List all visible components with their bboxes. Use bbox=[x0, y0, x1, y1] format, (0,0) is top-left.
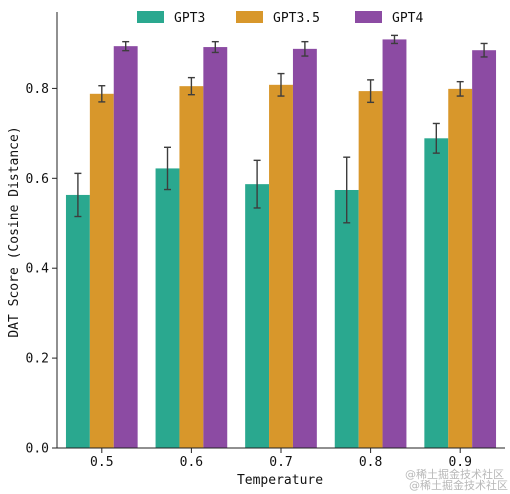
legend-label-gpt3: GPT3 bbox=[174, 11, 205, 26]
bar-gpt3-0.5 bbox=[65, 194, 90, 448]
legend-swatch-gpt3.5 bbox=[236, 11, 263, 23]
bar-gpt4-0.9 bbox=[472, 50, 497, 449]
y-tick-label: 0.0 bbox=[26, 442, 49, 457]
bar-gpt3.5-0.7 bbox=[269, 84, 293, 448]
y-tick-label: 0.8 bbox=[26, 82, 49, 97]
bar-gpt3-0.8 bbox=[334, 189, 359, 448]
bar-gpt4-0.7 bbox=[292, 48, 317, 449]
legend-label-gpt3.5: GPT3.5 bbox=[273, 11, 320, 26]
x-axis: 0.5 0.6 0.7 0.8 0.9 bbox=[57, 447, 505, 470]
bar-gpt4-0.5 bbox=[113, 46, 138, 448]
y-tick-label: 0.2 bbox=[26, 352, 49, 367]
y-tick-label: 0.6 bbox=[26, 172, 49, 187]
bar-gpt4-0.8 bbox=[382, 39, 407, 449]
watermark-text: @稀土掘金技术社区 bbox=[405, 467, 504, 481]
legend-swatch-gpt4 bbox=[355, 11, 382, 23]
legend-swatch-gpt3 bbox=[137, 11, 164, 23]
bar-gpt4-0.6 bbox=[203, 47, 228, 449]
bar-gpt3-0.7 bbox=[245, 184, 270, 448]
x-tick-label: 0.5 bbox=[90, 455, 113, 470]
y-axis: 0.0 0.2 0.4 0.6 0.8 bbox=[26, 12, 58, 457]
y-axis-title: DAT Score (Cosine Distance) bbox=[7, 126, 22, 337]
legend: GPT3 GPT3.5 GPT4 bbox=[137, 11, 423, 26]
x-tick-label: 0.7 bbox=[269, 455, 292, 470]
watermark-text-shadow: @稀土掘金技术社区 bbox=[409, 478, 508, 492]
x-tick-label: 0.8 bbox=[359, 455, 382, 470]
x-tick-label: 0.9 bbox=[448, 455, 471, 470]
x-tick-label: 0.6 bbox=[180, 455, 203, 470]
bar-gpt3.5-0.8 bbox=[358, 91, 383, 448]
bar-gpt3.5-0.9 bbox=[448, 88, 473, 449]
bars-group bbox=[65, 34, 497, 449]
y-tick-label: 0.4 bbox=[26, 262, 50, 277]
legend-label-gpt4: GPT4 bbox=[392, 11, 423, 26]
bar-gpt3-0.6 bbox=[155, 168, 180, 448]
x-axis-title: Temperature bbox=[237, 473, 323, 488]
bar-gpt3.5-0.5 bbox=[89, 93, 114, 448]
bar-gpt3.5-0.6 bbox=[179, 86, 204, 448]
bar-gpt3-0.9 bbox=[424, 138, 449, 448]
